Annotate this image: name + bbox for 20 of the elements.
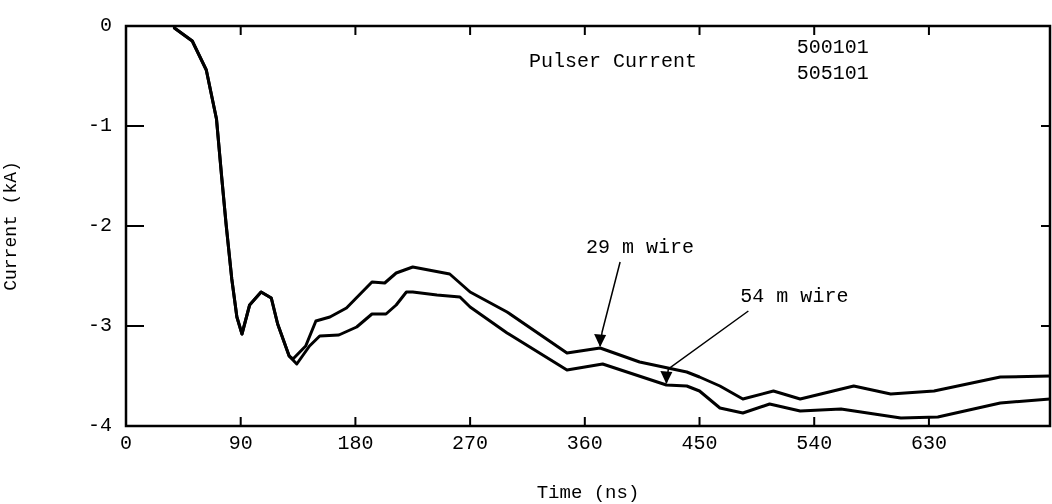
- x-tick-label: 360: [566, 432, 603, 456]
- annotation: Pulser Current: [528, 50, 697, 74]
- x-tick-label: 90: [228, 432, 253, 456]
- annotation: 500101: [796, 36, 869, 60]
- x-tick-label: 630: [910, 432, 947, 456]
- y-axis-title: Current (kA): [0, 161, 21, 291]
- annotation: 54 m wire: [740, 285, 849, 309]
- x-axis-title: Time (ns): [536, 481, 640, 504]
- x-tick-label: 270: [452, 432, 489, 456]
- annotation: 29 m wire: [586, 236, 695, 260]
- annotation: 505101: [796, 62, 869, 86]
- y-tick-label: 0: [99, 14, 112, 38]
- y-tick-label: -1: [87, 114, 112, 138]
- x-tick-label: 540: [796, 432, 833, 456]
- x-tick-label: 180: [337, 432, 374, 456]
- x-tick-label: 450: [681, 432, 718, 456]
- y-tick-label: -2: [87, 214, 112, 238]
- x-tick-label: 0: [119, 432, 133, 456]
- y-tick-label: -3: [87, 314, 112, 338]
- y-tick-label: -4: [87, 414, 112, 438]
